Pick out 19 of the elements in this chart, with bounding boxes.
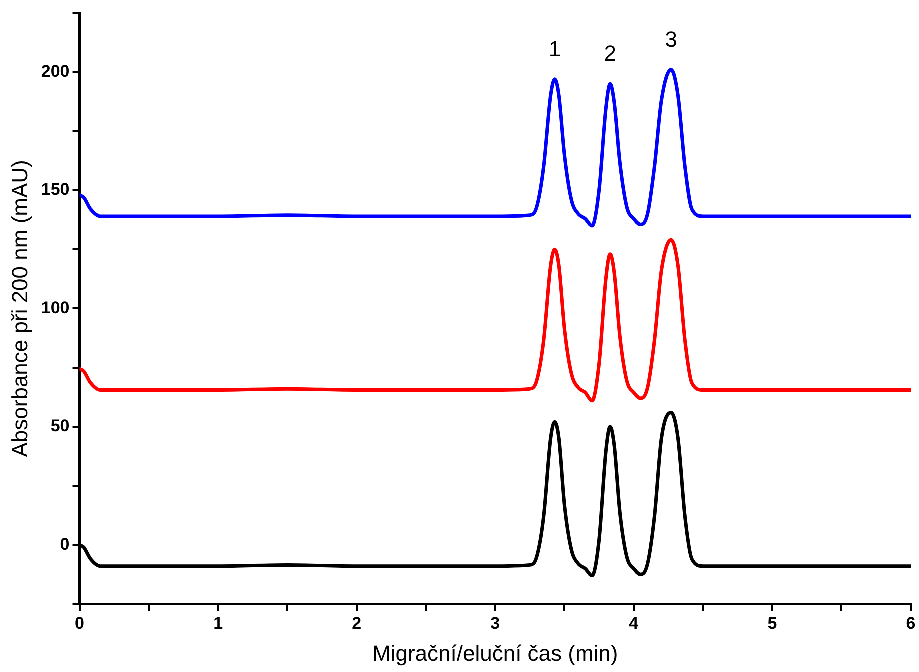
x-tick-label: 1	[214, 614, 224, 634]
x-tick-label: 2	[352, 614, 362, 634]
annotation: 3	[665, 27, 678, 52]
line-series	[80, 238, 911, 403]
annotation: 2	[604, 41, 616, 66]
x-tick-label: 3	[490, 614, 500, 634]
y-tick-label: 150	[41, 180, 70, 200]
y-tick-label: 0	[60, 534, 70, 554]
x-tick-label: 4	[629, 614, 640, 634]
x-tick-label: 6	[906, 614, 916, 634]
x-axis-title: Migrační/eluční čas (min)	[372, 640, 618, 666]
x-tick-label: 5	[768, 614, 778, 634]
line-series	[80, 68, 911, 228]
y-tick-label: 100	[41, 298, 70, 318]
x-tick-label: 0	[75, 614, 84, 634]
annotation: 1	[548, 36, 562, 62]
y-tick-label: 200	[41, 62, 70, 81]
y-tick-label: 50	[50, 416, 70, 436]
y-axis-title: Absorbance při 200 nm (mAU)	[7, 160, 32, 458]
